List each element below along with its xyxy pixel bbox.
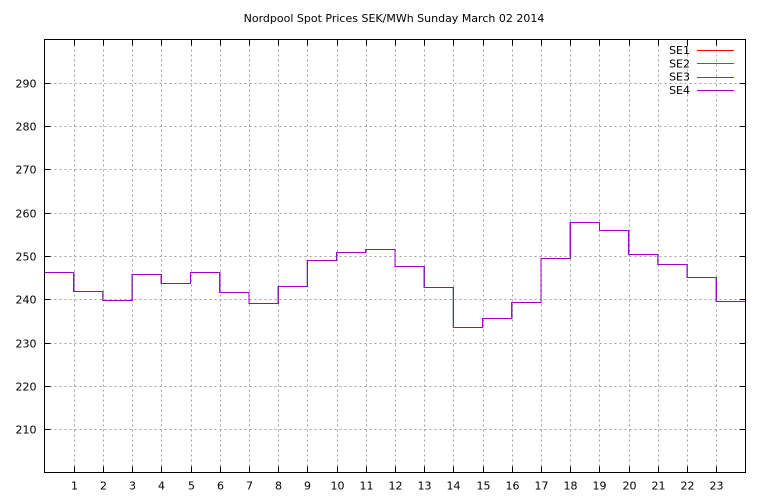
y-tick-label: 220 — [16, 381, 37, 394]
x-tick-label: 23 — [710, 480, 724, 493]
y-tick-label: 210 — [16, 424, 37, 437]
x-tick-label: 22 — [681, 480, 695, 493]
x-tick-label: 1 — [71, 480, 78, 493]
y-tick-label: 280 — [16, 121, 37, 134]
legend-label: SE3 — [669, 71, 690, 84]
x-tick-label: 11 — [360, 480, 374, 493]
x-axis: 1 2 3 4 5 6 7 8 9 10 11 12 13 14 15 16 17 18 19 20 21 22 23 — [71, 39, 724, 493]
x-tick-label: 2 — [100, 480, 107, 493]
x-tick-label: 12 — [389, 480, 403, 493]
legend-label: SE1 — [669, 44, 690, 57]
x-tick-label: 21 — [652, 480, 666, 493]
x-tick-label: 17 — [535, 480, 549, 493]
series-lines — [44, 222, 746, 328]
series-line-se4 — [44, 222, 746, 328]
y-tick-label: 290 — [16, 78, 37, 91]
x-tick-label: 9 — [304, 480, 311, 493]
x-tick-label: 4 — [158, 480, 165, 493]
x-tick-label: 8 — [275, 480, 282, 493]
chart-title: Nordpool Spot Prices SEK/MWh Sunday Marc… — [244, 12, 545, 25]
y-tick-label: 230 — [16, 338, 37, 351]
legend-label: SE2 — [669, 57, 690, 70]
x-tick-label: 19 — [593, 480, 607, 493]
x-tick-label: 5 — [188, 480, 195, 493]
x-tick-label: 18 — [564, 480, 578, 493]
x-tick-label: 10 — [331, 480, 345, 493]
y-tick-label: 260 — [16, 208, 37, 221]
y-axis: 210 220 230 240 250 260 270 280 290 — [16, 78, 746, 437]
x-tick-label: 13 — [418, 480, 432, 493]
legend-label: SE4 — [669, 84, 690, 97]
x-tick-label: 20 — [623, 480, 637, 493]
x-tick-label: 6 — [217, 480, 224, 493]
x-tick-label: 15 — [477, 480, 491, 493]
y-tick-label: 250 — [16, 251, 37, 264]
plot-frame — [44, 39, 746, 473]
x-tick-label: 16 — [506, 480, 520, 493]
y-tick-label: 240 — [16, 294, 37, 307]
x-tick-label: 3 — [129, 480, 136, 493]
x-tick-label: 14 — [447, 480, 461, 493]
x-tick-label: 7 — [246, 480, 253, 493]
y-tick-label: 270 — [16, 164, 37, 177]
